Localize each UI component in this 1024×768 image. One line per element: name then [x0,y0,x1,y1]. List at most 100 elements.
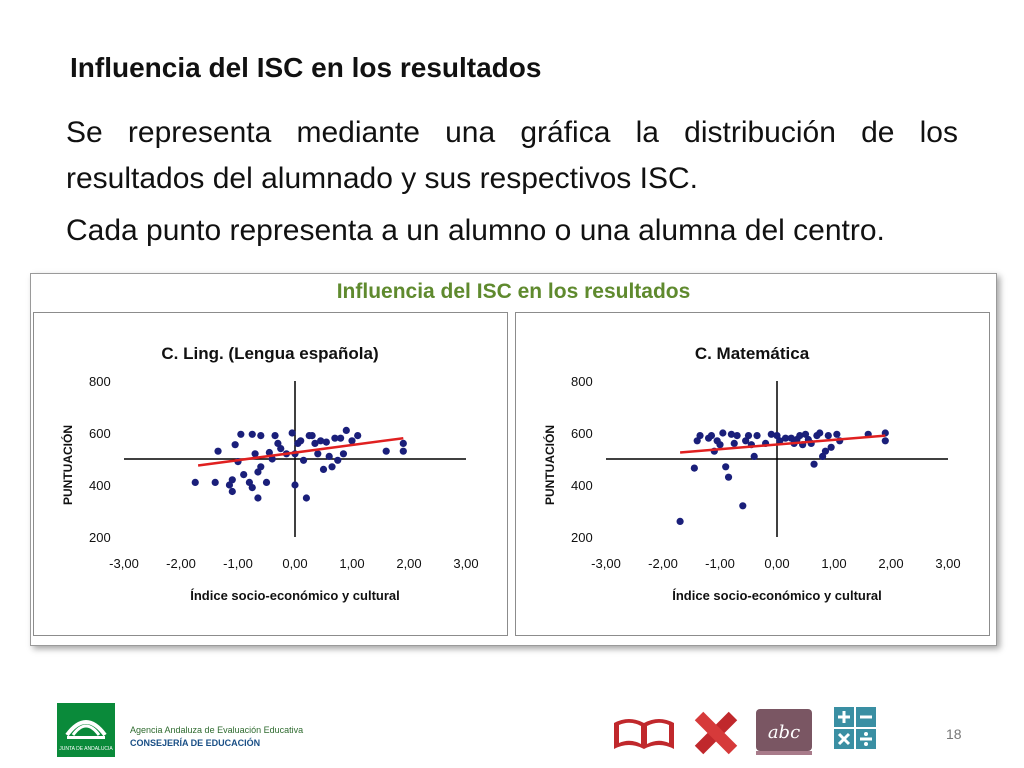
chart1-y-tick-label: 600 [571,426,593,441]
chart0-data-point [337,434,345,442]
chart0-data-point [325,452,333,460]
page-number: 18 [946,726,962,742]
chart1-data-point [727,430,735,438]
chart0-data-point [331,434,339,442]
chart0-data-point [317,437,325,445]
chart0-data-point [265,448,273,457]
chart1-trend-line [679,434,886,454]
chart1-data-point [753,432,761,440]
chart0-data-point [257,463,265,471]
chart0-x-tick-label: -1,00 [223,556,253,571]
chart1-data-point [733,432,741,440]
chart0-data-point [248,484,256,492]
abc-icon: abc [756,709,812,755]
chart1-data-point [707,432,716,440]
chart-matematica: C. Matemática 200 400 600 800 -3,00 -2,00 -1,00… [542,344,961,603]
chart1-data-point [676,517,684,525]
chart1-x-tick-label: -1,00 [705,556,735,571]
agency-name: Agencia Andaluza de Evaluación Educativa [130,725,304,735]
chart0-y-tick-label: 200 [89,530,111,545]
chart1-data-point [796,432,804,440]
chart1-data-point [881,437,889,445]
chart1-data-point [827,443,835,451]
chart1-data-point [696,432,704,440]
chart1-x-tick-label: 3,00 [935,556,960,571]
chart0-data-point [299,456,308,464]
point-explanation: Cada punto representa a un alumno o una … [66,214,885,247]
subject-icons: abc [610,705,880,762]
chart0-x-tick-label: -3,00 [109,556,139,571]
chart0-x-tick-label: 0,00 [282,556,307,571]
chart0-data-point [322,438,330,446]
chart1-x-tick-label: -3,00 [591,556,621,571]
chart1-y-tick-label: 200 [571,530,593,545]
chart0-data-point [228,476,236,484]
chart1-y-axis-label: PUNTUACIÓN [542,425,557,505]
chart0-data-point [211,478,219,486]
chart0-y-tick-label: 600 [89,426,111,441]
chart1-data-point [716,441,724,449]
chart-figure: Influencia del ISC en los resultados C. … [30,273,997,646]
chart0-data-point [291,481,299,489]
chart0-x-tick-label: 2,00 [396,556,421,571]
chart1-data-point [719,429,727,437]
chart0-data-point [399,439,407,447]
calculator-icon [834,707,876,749]
chart1-data-point [821,447,830,455]
chart0-data-point [297,437,305,445]
chart1-data-point [739,502,747,510]
chart-lengua: C. Ling. (Lengua española) 200 400 600 800 -3… [60,344,479,603]
chart0-title: C. Ling. (Lengua española) [161,344,378,363]
svg-text:abc: abc [768,722,800,743]
chart1-y-tick-label: 800 [571,374,593,389]
chart0-y-axis-label: PUNTUACIÓN [60,425,75,505]
chart0-data-point [231,441,239,449]
chart1-data-point [750,452,758,460]
description-paragraph: Se representa mediante una gráfica la di… [66,116,958,195]
chart1-data-point [833,430,841,438]
chart0-x-tick-label: 3,00 [453,556,478,571]
chart0-y-tick-label: 400 [89,478,111,493]
chart1-data-point [776,437,784,445]
chart1-title: C. Matemática [695,344,810,363]
chart1-x-tick-label: -2,00 [648,556,678,571]
chart0-data-point [314,450,322,458]
chart0-data-point [334,456,342,464]
chart0-data-point [348,437,356,445]
chart0-data-point [302,494,310,502]
chart0-y-tick-label: 800 [89,374,111,389]
chart-panel-lengua: C. Ling. (Lengua española) 200 400 600 800 -3… [33,312,508,636]
chart0-data-point [339,450,348,458]
chart0-data-point [254,494,262,502]
chart1-data-point [690,464,698,472]
chart0-data-point [311,439,319,447]
chart1-data-point [722,463,730,471]
junta-andalucia-logo: JUNTA DE ANDALUCIA [57,703,115,757]
chart0-data-point [257,432,265,440]
chart0-data-point [342,426,350,434]
chart0-data-point [308,432,316,440]
chart1-x-axis-label: Índice socio-económico y cultural [672,588,882,603]
chart1-data-point [767,430,775,438]
chart0-data-point [328,463,336,471]
chart0-data-point [382,447,390,455]
chart0-data-point [288,429,296,437]
chart1-x-tick-label: 2,00 [878,556,903,571]
chart1-data-point [781,434,790,442]
chart0-data-point [228,487,236,496]
chart1-data-point [824,432,832,440]
chart1-x-tick-label: 1,00 [821,556,846,571]
chart1-y-tick-label: 400 [571,478,593,493]
chart0-data-point [354,432,362,440]
chart0-x-tick-label: 1,00 [339,556,364,571]
chart1-data-point [724,473,733,481]
chart1-data-point [744,432,753,440]
pencil-ruler-icon [694,711,738,755]
logo-text: JUNTA DE ANDALUCIA [59,746,113,752]
chart0-data-point [277,445,285,453]
chart0-trend-line [197,436,404,467]
chart0-data-point [268,455,276,463]
chart0-data-point [262,478,271,486]
chart0-data-point [240,471,248,479]
chart1-data-point [730,439,738,447]
